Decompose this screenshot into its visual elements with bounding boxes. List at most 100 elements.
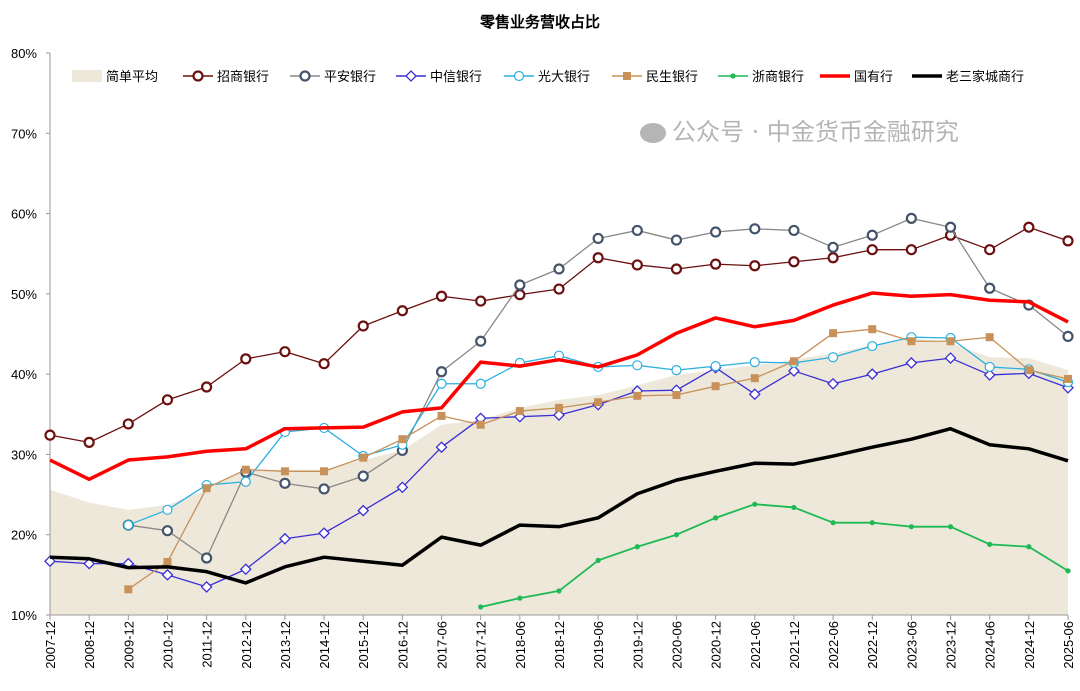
data-point (905, 212, 917, 224)
data-point (631, 224, 643, 237)
data-point (592, 252, 604, 264)
wechat-icon (640, 123, 666, 143)
data-point (946, 337, 955, 346)
x-tick-label: 2011-12 (200, 621, 215, 668)
x-tick-label: 2012-12 (239, 621, 254, 669)
legend-item-光大银行: 光大银行 (504, 70, 590, 85)
x-tick-label: 2020-12 (709, 621, 724, 669)
legend-label: 浙商银行 (752, 70, 804, 85)
data-point (201, 552, 213, 564)
data-point (515, 407, 524, 416)
data-point (985, 333, 994, 342)
data-point (122, 418, 134, 430)
data-point (907, 337, 916, 346)
x-tick-label: 2019-12 (630, 621, 645, 669)
series-浙商银行 (478, 501, 1071, 610)
axes: 10% 20% 30% 40% 50% 60% 70% 80% 2007-12 2008-12 20… (11, 46, 1076, 669)
legend-label: 光大银行 (538, 70, 590, 85)
legend-item-国有行: 国有行 (820, 70, 893, 85)
data-point (280, 467, 289, 476)
data-point (318, 483, 330, 495)
data-point (752, 501, 758, 507)
y-tick-label: 10% (11, 608, 37, 623)
data-point (357, 504, 370, 517)
series-layer (44, 212, 1074, 610)
data-point (750, 374, 759, 383)
x-tick-label: 2007-12 (43, 621, 58, 669)
data-point (595, 557, 601, 564)
data-point (749, 357, 760, 368)
data-point (867, 340, 878, 352)
legend-swatch (72, 70, 102, 82)
data-point (83, 436, 95, 448)
data-point (44, 429, 56, 441)
data-point (987, 541, 993, 547)
series-line (49, 291, 1069, 482)
data-point (475, 295, 487, 307)
data-point (202, 484, 211, 493)
data-point (161, 394, 174, 406)
data-point (192, 70, 204, 82)
data-point (711, 382, 720, 391)
data-point (947, 524, 954, 530)
legend-item-浙商银行: 浙商银行 (718, 70, 804, 85)
data-point (827, 352, 839, 363)
data-point (475, 378, 486, 389)
x-tick-label: 2025-06 (1061, 621, 1076, 669)
data-point (791, 504, 797, 511)
data-point (710, 258, 722, 270)
x-tick-label: 2020-06 (669, 621, 684, 669)
x-tick-label: 2013-12 (278, 621, 293, 669)
legend-label: 老三家城商行 (946, 69, 1024, 85)
data-point (437, 411, 446, 420)
watermark-text: 公众号 · 中金货币金融研究 (672, 118, 959, 146)
data-point (788, 224, 800, 237)
data-point (241, 465, 250, 474)
data-point (984, 244, 996, 256)
data-point (513, 70, 525, 82)
legend-item-简单平均: 简单平均 (72, 69, 158, 85)
data-point (632, 360, 643, 371)
data-point (514, 289, 526, 301)
legend-item-中信银行: 中信银行 (396, 70, 482, 85)
data-point (984, 361, 995, 373)
area-layer (50, 338, 1068, 615)
data-point (359, 453, 368, 462)
y-tick-label: 70% (11, 126, 37, 141)
x-tick-label: 2021-12 (787, 621, 802, 669)
data-point (830, 520, 836, 526)
data-point (517, 595, 523, 601)
data-point (908, 524, 914, 530)
data-point (789, 357, 798, 366)
data-point (1026, 544, 1032, 550)
data-point (670, 234, 683, 246)
x-tick-label: 2019-06 (591, 621, 606, 669)
legend-item-民生银行: 民生银行 (612, 70, 698, 85)
legend-label: 国有行 (854, 70, 893, 85)
data-point (1065, 568, 1071, 574)
series-民生银行 (124, 325, 1072, 594)
series-line (49, 426, 1069, 585)
data-point (435, 290, 448, 302)
data-point (749, 223, 761, 235)
data-point (827, 252, 839, 264)
data-point (1062, 235, 1074, 247)
data-point (435, 366, 448, 378)
series-中信银行 (44, 352, 1074, 593)
data-point (827, 377, 839, 390)
data-point (634, 544, 640, 550)
x-tick-label: 2018-12 (552, 621, 567, 669)
x-tick-label: 2021-06 (748, 621, 763, 669)
data-point (553, 283, 565, 295)
data-point (829, 329, 838, 338)
data-point (984, 282, 996, 294)
y-tick-label: 60% (11, 207, 37, 222)
data-point (1023, 221, 1035, 233)
data-point (318, 358, 330, 370)
data-point (201, 381, 213, 393)
data-point (1024, 366, 1033, 375)
y-tick-label: 80% (11, 46, 37, 61)
x-tick-label: 2017-12 (474, 621, 489, 669)
legend-label: 招商银行 (217, 70, 269, 85)
